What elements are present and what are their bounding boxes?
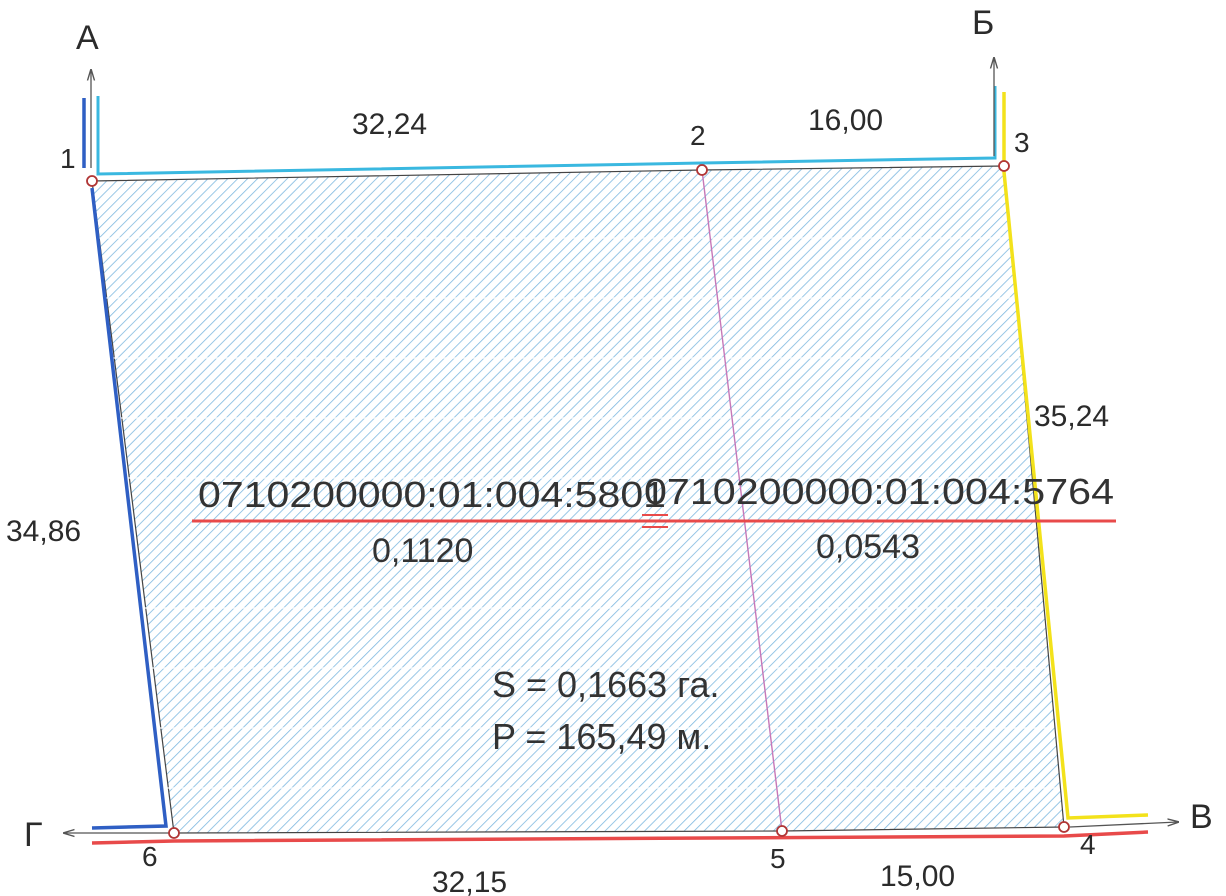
direction-label-south-west: Г — [24, 816, 42, 854]
parcel-label-underlines — [192, 514, 1116, 528]
direction-label-south-east: В — [1190, 798, 1213, 836]
dimension-label-2-3: 16,00 — [808, 104, 883, 137]
total-area-label: S = 0,1663 га. — [492, 664, 720, 705]
parcel-division-line — [701, 169, 783, 832]
direction-label-north-east: Б — [972, 4, 994, 42]
point-label-2: 2 — [690, 120, 706, 151]
point-label-6: 6 — [142, 841, 158, 872]
border-west — [82, 98, 168, 830]
point-label-1: 1 — [60, 143, 76, 174]
point-label-5: 5 — [770, 843, 786, 874]
border-north — [96, 86, 997, 176]
border-south — [91, 830, 1149, 845]
dimension-label-1-2: 32,24 — [352, 108, 427, 141]
vertex-markers — [86, 160, 1070, 839]
parcel-cadastral-number-1: 0710200000:01:004:5801 — [198, 474, 666, 515]
plot-scan-lines — [95, 237, 1058, 789]
parcel-cadastral-number-2: 0710200000:01:004:5764 — [644, 471, 1114, 512]
dimension-label-5-6: 32,15 — [432, 866, 507, 896]
direction-label-north-west: А — [76, 19, 99, 57]
dimension-label-3-4: 35,24 — [1034, 400, 1109, 433]
border-east — [1002, 92, 1149, 820]
point-label-4: 4 — [1080, 829, 1096, 860]
parcel-area-1: 0,1120 — [372, 532, 473, 570]
perimeter-label: P = 165,49 м. — [492, 716, 711, 757]
dimension-label-4-5: 15,00 — [880, 860, 955, 893]
point-label-3: 3 — [1014, 127, 1030, 158]
parcel-area-2: 0,0543 — [816, 528, 920, 566]
dimension-label-6-1: 34,86 — [6, 515, 81, 548]
direction-arrows — [64, 58, 1178, 833]
